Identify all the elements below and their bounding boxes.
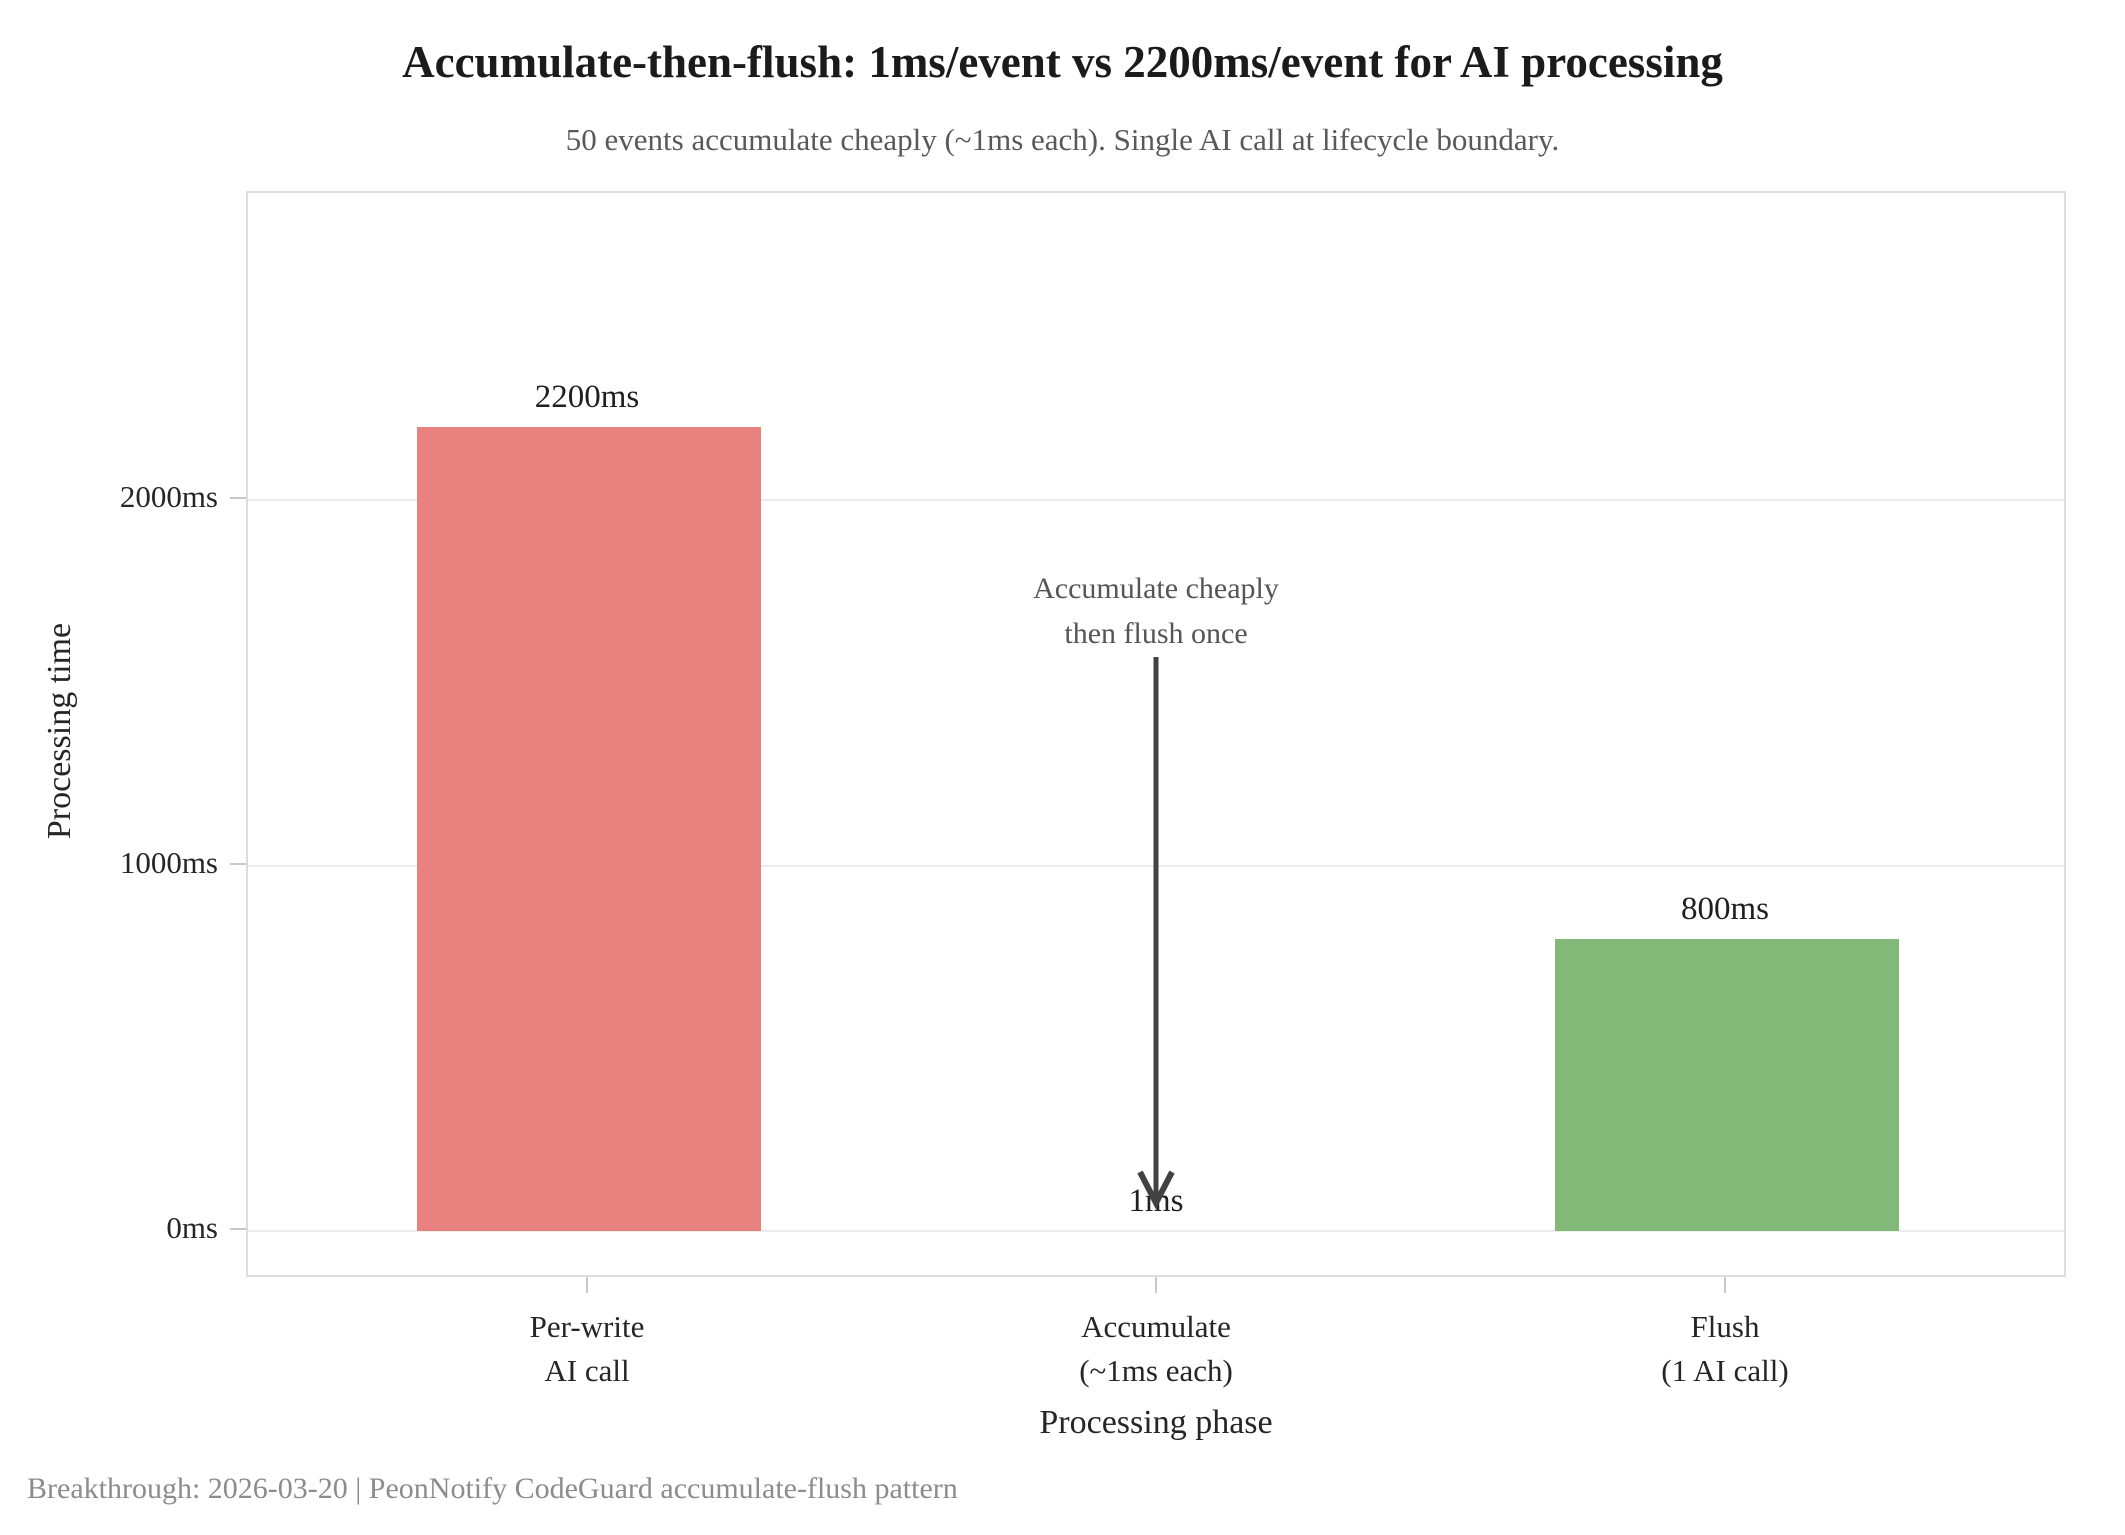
gridline-2000ms <box>248 499 2064 502</box>
gridline-0ms <box>248 1230 2064 1233</box>
bar-value-label: 1ms <box>1128 1183 1184 1220</box>
bar-flush <box>1555 938 1899 1232</box>
y-tick-label-1000ms: 1000ms <box>119 844 218 880</box>
x-tick <box>1155 1277 1157 1293</box>
annotation-text: Accumulate cheaply then flush once <box>1033 572 1279 650</box>
bar-per-write <box>417 427 761 1232</box>
x-tick-label: Accumulate (~1ms each) <box>1079 1309 1233 1388</box>
chart-subtitle: 50 events accumulate cheaply (~1ms each)… <box>565 122 1560 157</box>
footer-note: Breakthrough: 2026-03-20 | PeonNotify Co… <box>27 1472 958 1505</box>
y-tick-label-0ms: 0ms <box>166 1210 218 1246</box>
x-tick <box>586 1277 588 1293</box>
x-tick-label: Flush (1 AI call) <box>1661 1309 1789 1388</box>
y-tick-label-2000ms: 2000ms <box>119 479 218 515</box>
y-axis-label: Processing time <box>41 622 78 840</box>
plot-area <box>246 191 2066 1277</box>
y-tick-0ms <box>230 1228 246 1231</box>
y-tick-1000ms <box>230 862 246 865</box>
x-axis-label: Processing phase <box>1039 1404 1273 1441</box>
x-tick-label: Per-write AI call <box>529 1309 645 1388</box>
bar-value-label: 800ms <box>1680 890 1769 927</box>
bar-value-label: 2200ms <box>534 379 640 416</box>
chart-title: Accumulate-then-flush: 1ms/event vs 2200… <box>402 37 1723 87</box>
x-tick <box>1724 1277 1726 1293</box>
y-tick-2000ms <box>230 497 246 500</box>
